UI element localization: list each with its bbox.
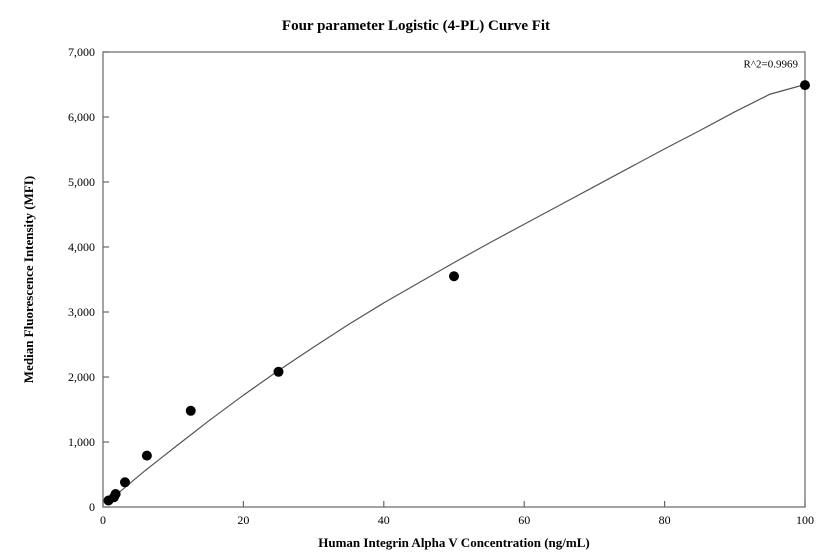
y-tick-label: 2,000 xyxy=(68,370,95,384)
x-axis-label: Human Integrin Alpha V Concentration (ng… xyxy=(318,535,589,550)
y-tick-label: 6,000 xyxy=(68,110,95,124)
x-tick-label: 100 xyxy=(796,513,814,527)
data-point xyxy=(449,271,459,281)
y-tick-label: 3,000 xyxy=(68,305,95,319)
y-tick-label: 5,000 xyxy=(68,175,95,189)
data-point xyxy=(142,451,152,461)
y-tick-label: 0 xyxy=(89,500,95,514)
y-tick-label: 1,000 xyxy=(68,435,95,449)
chart-svg: Four parameter Logistic (4-PL) Curve Fit… xyxy=(0,0,832,560)
data-point xyxy=(800,80,810,90)
chart-container: Four parameter Logistic (4-PL) Curve Fit… xyxy=(0,0,832,560)
x-tick-label: 40 xyxy=(378,513,390,527)
chart-title: Four parameter Logistic (4-PL) Curve Fit xyxy=(282,18,550,34)
x-tick-label: 0 xyxy=(100,513,106,527)
data-point xyxy=(120,477,130,487)
chart-background xyxy=(0,0,832,560)
data-point xyxy=(186,406,196,416)
y-tick-label: 7,000 xyxy=(68,45,95,59)
y-tick-label: 4,000 xyxy=(68,240,95,254)
x-tick-label: 80 xyxy=(659,513,671,527)
data-point xyxy=(111,489,121,499)
data-point xyxy=(274,367,284,377)
r-squared-annotation: R^2=0.9969 xyxy=(744,59,799,71)
y-axis-label: Median Fluorescence Intensity (MFI) xyxy=(21,176,36,383)
x-tick-label: 20 xyxy=(237,513,249,527)
x-tick-label: 60 xyxy=(518,513,530,527)
